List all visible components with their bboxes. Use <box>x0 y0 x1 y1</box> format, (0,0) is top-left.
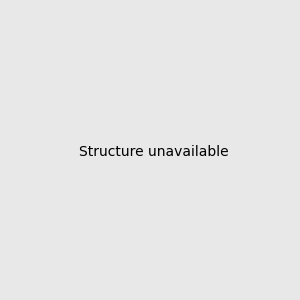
Text: Structure unavailable: Structure unavailable <box>79 145 229 158</box>
